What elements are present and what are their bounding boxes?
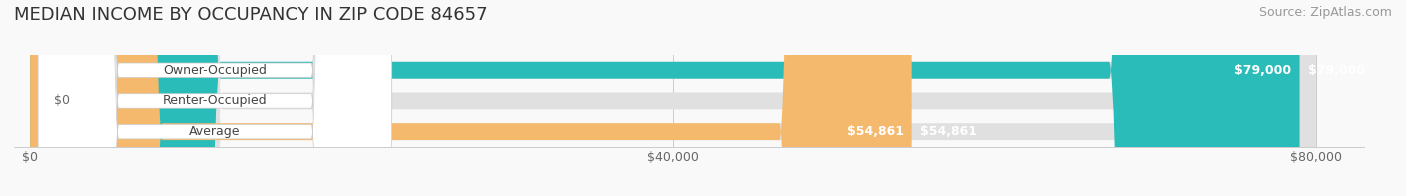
FancyBboxPatch shape bbox=[30, 0, 911, 196]
Text: Owner-Occupied: Owner-Occupied bbox=[163, 64, 267, 77]
FancyBboxPatch shape bbox=[30, 0, 1316, 196]
Text: $79,000: $79,000 bbox=[1308, 64, 1365, 77]
Text: $54,861: $54,861 bbox=[846, 125, 904, 138]
Text: $0: $0 bbox=[55, 94, 70, 107]
Text: Source: ZipAtlas.com: Source: ZipAtlas.com bbox=[1258, 6, 1392, 19]
FancyBboxPatch shape bbox=[30, 0, 1316, 196]
FancyBboxPatch shape bbox=[30, 0, 1299, 196]
Text: $79,000: $79,000 bbox=[1234, 64, 1292, 77]
Text: $54,861: $54,861 bbox=[920, 125, 977, 138]
FancyBboxPatch shape bbox=[30, 0, 1316, 196]
FancyBboxPatch shape bbox=[38, 0, 392, 196]
Text: Renter-Occupied: Renter-Occupied bbox=[163, 94, 267, 107]
Text: Average: Average bbox=[190, 125, 240, 138]
Text: MEDIAN INCOME BY OCCUPANCY IN ZIP CODE 84657: MEDIAN INCOME BY OCCUPANCY IN ZIP CODE 8… bbox=[14, 6, 488, 24]
FancyBboxPatch shape bbox=[38, 0, 392, 196]
FancyBboxPatch shape bbox=[38, 0, 392, 196]
